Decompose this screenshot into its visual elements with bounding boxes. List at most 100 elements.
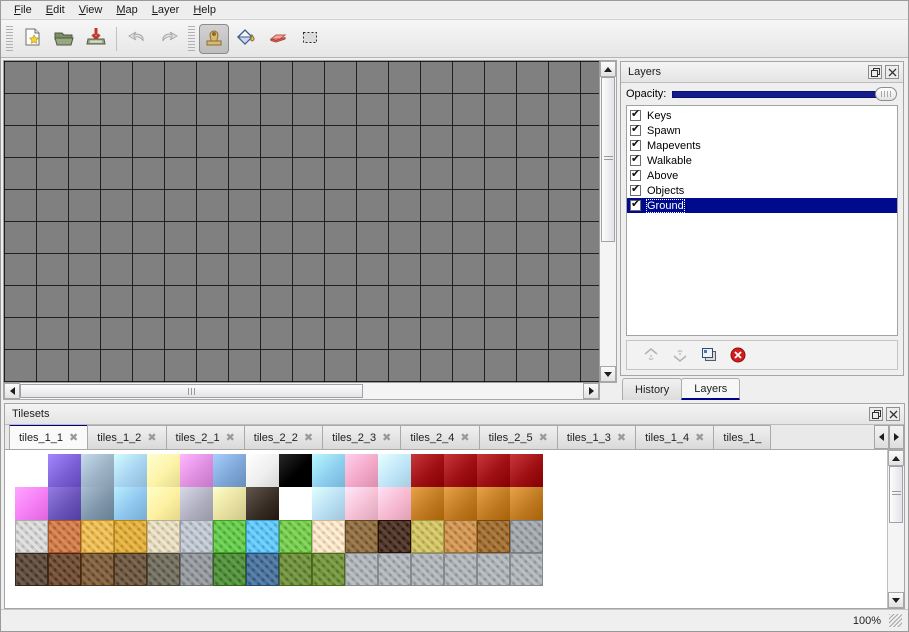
tile-cell[interactable]	[213, 454, 246, 487]
tile-cell[interactable]	[279, 553, 312, 586]
window-resize-grip[interactable]	[889, 614, 902, 627]
tile-cell[interactable]	[477, 487, 510, 520]
tile-cell[interactable]	[48, 520, 81, 553]
open-map-button[interactable]	[49, 24, 79, 54]
layer-visibility-checkbox[interactable]	[630, 123, 641, 136]
float-panel-icon[interactable]	[869, 407, 883, 421]
menu-layer[interactable]: Layer	[145, 2, 187, 19]
tile-cell[interactable]	[15, 454, 48, 487]
tileset-scroll-down-button[interactable]	[888, 592, 904, 608]
close-icon[interactable]: ✖	[695, 432, 705, 444]
canvas-scroll-right-button[interactable]	[583, 383, 599, 399]
layer-item-walkable[interactable]: Walkable	[627, 153, 897, 168]
tile-cell[interactable]	[510, 454, 543, 487]
tileset-tab-tiles_1_5[interactable]: tiles_1_	[713, 425, 772, 449]
tile-cell[interactable]	[114, 520, 147, 553]
layer-item-spawn[interactable]: Spawn	[627, 123, 897, 138]
tile-cell[interactable]	[48, 454, 81, 487]
close-icon[interactable]: ✖	[225, 432, 235, 444]
tile-cell[interactable]	[180, 520, 213, 553]
tileset-scroll-up-button[interactable]	[888, 450, 904, 466]
layer-item-mapevents[interactable]: Mapevents	[627, 138, 897, 153]
canvas-h-scroll-thumb[interactable]	[20, 384, 364, 398]
tileset-palette[interactable]	[5, 450, 887, 608]
tileset-vertical-scrollbar[interactable]	[887, 450, 904, 608]
layer-list[interactable]: Keys Spawn Mapevents Walkable	[626, 105, 898, 336]
menu-map[interactable]: Map	[109, 2, 144, 19]
tile-cell[interactable]	[147, 487, 180, 520]
tile-cell[interactable]	[312, 454, 345, 487]
tileset-v-scroll-thumb[interactable]	[889, 466, 903, 523]
tile-cell[interactable]	[147, 454, 180, 487]
close-icon[interactable]: ✖	[382, 432, 392, 444]
move-layer-up-button[interactable]	[641, 345, 661, 365]
map-canvas[interactable]	[3, 60, 600, 383]
close-icon[interactable]: ✖	[538, 432, 548, 444]
tileset-tab-tiles_1_1[interactable]: tiles_1_1 ✖	[9, 425, 89, 449]
tileset-v-scroll-track[interactable]	[888, 466, 904, 592]
float-panel-icon[interactable]	[868, 65, 882, 79]
layer-item-keys[interactable]: Keys	[627, 108, 897, 123]
tile-cell[interactable]	[15, 487, 48, 520]
select-tool-button[interactable]	[295, 24, 325, 54]
move-layer-down-button[interactable]	[670, 345, 690, 365]
tile-cell[interactable]	[345, 520, 378, 553]
layer-visibility-checkbox[interactable]	[630, 138, 641, 151]
tile-cell[interactable]	[48, 487, 81, 520]
tile-cell[interactable]	[147, 520, 180, 553]
tile-cell[interactable]	[180, 454, 213, 487]
layer-visibility-checkbox[interactable]	[630, 198, 641, 211]
tile-cell[interactable]	[279, 487, 312, 520]
delete-layer-button[interactable]	[728, 345, 748, 365]
close-icon[interactable]: ✖	[147, 432, 157, 444]
tileset-tab-tiles_2_1[interactable]: tiles_2_1 ✖	[165, 425, 245, 449]
layer-visibility-checkbox[interactable]	[630, 168, 641, 181]
tile-cell[interactable]	[147, 553, 180, 586]
undo-button[interactable]	[122, 24, 152, 54]
close-icon[interactable]: ✖	[69, 432, 79, 444]
tileset-tab-tiles_2_3[interactable]: tiles_2_3 ✖	[322, 425, 402, 449]
menu-view[interactable]: View	[72, 2, 110, 19]
tab-history[interactable]: History	[622, 378, 683, 400]
canvas-scroll-up-button[interactable]	[600, 61, 616, 77]
tile-cell[interactable]	[246, 553, 279, 586]
canvas-scroll-left-button[interactable]	[4, 383, 20, 399]
layer-item-objects[interactable]: Objects	[627, 183, 897, 198]
tile-cell[interactable]	[444, 487, 477, 520]
menu-edit[interactable]: Edit	[39, 2, 72, 19]
tile-cell[interactable]	[411, 454, 444, 487]
canvas-scroll-down-button[interactable]	[600, 366, 616, 382]
tile-cell[interactable]	[180, 487, 213, 520]
layer-visibility-checkbox[interactable]	[630, 153, 641, 166]
eraser-tool-button[interactable]	[263, 24, 293, 54]
tileset-tab-tiles_2_2[interactable]: tiles_2_2 ✖	[243, 425, 324, 449]
menu-file[interactable]: File	[7, 2, 39, 19]
tab-layers[interactable]: Layers	[681, 378, 741, 400]
toolbar-grip-2[interactable]	[188, 25, 195, 52]
tile-cell[interactable]	[180, 553, 213, 586]
tile-cell[interactable]	[213, 520, 246, 553]
tile-cell[interactable]	[411, 520, 444, 553]
tile-cell[interactable]	[114, 553, 147, 586]
canvas-v-scroll-track[interactable]	[600, 77, 616, 366]
tile-cell[interactable]	[510, 520, 543, 553]
tile-cell[interactable]	[81, 553, 114, 586]
tile-cell[interactable]	[444, 553, 477, 586]
layer-item-ground[interactable]: Ground	[627, 198, 897, 213]
tile-cell[interactable]	[81, 520, 114, 553]
canvas-horizontal-scrollbar[interactable]	[3, 383, 600, 400]
close-panel-icon[interactable]	[885, 65, 899, 79]
canvas-v-scroll-thumb[interactable]	[601, 77, 615, 242]
fill-tool-button[interactable]	[231, 24, 261, 54]
new-map-button[interactable]	[17, 24, 47, 54]
tile-cell[interactable]	[48, 553, 81, 586]
opacity-slider-handle[interactable]	[875, 87, 897, 101]
tile-cell[interactable]	[477, 520, 510, 553]
tileset-tab-tiles_1_4[interactable]: tiles_1_4 ✖	[635, 425, 715, 449]
redo-button[interactable]	[154, 24, 184, 54]
tile-cell[interactable]	[345, 454, 378, 487]
tile-cell[interactable]	[312, 487, 345, 520]
tile-cell[interactable]	[81, 454, 114, 487]
tile-cell[interactable]	[279, 454, 312, 487]
toolbar-grip-1[interactable]	[6, 25, 13, 52]
